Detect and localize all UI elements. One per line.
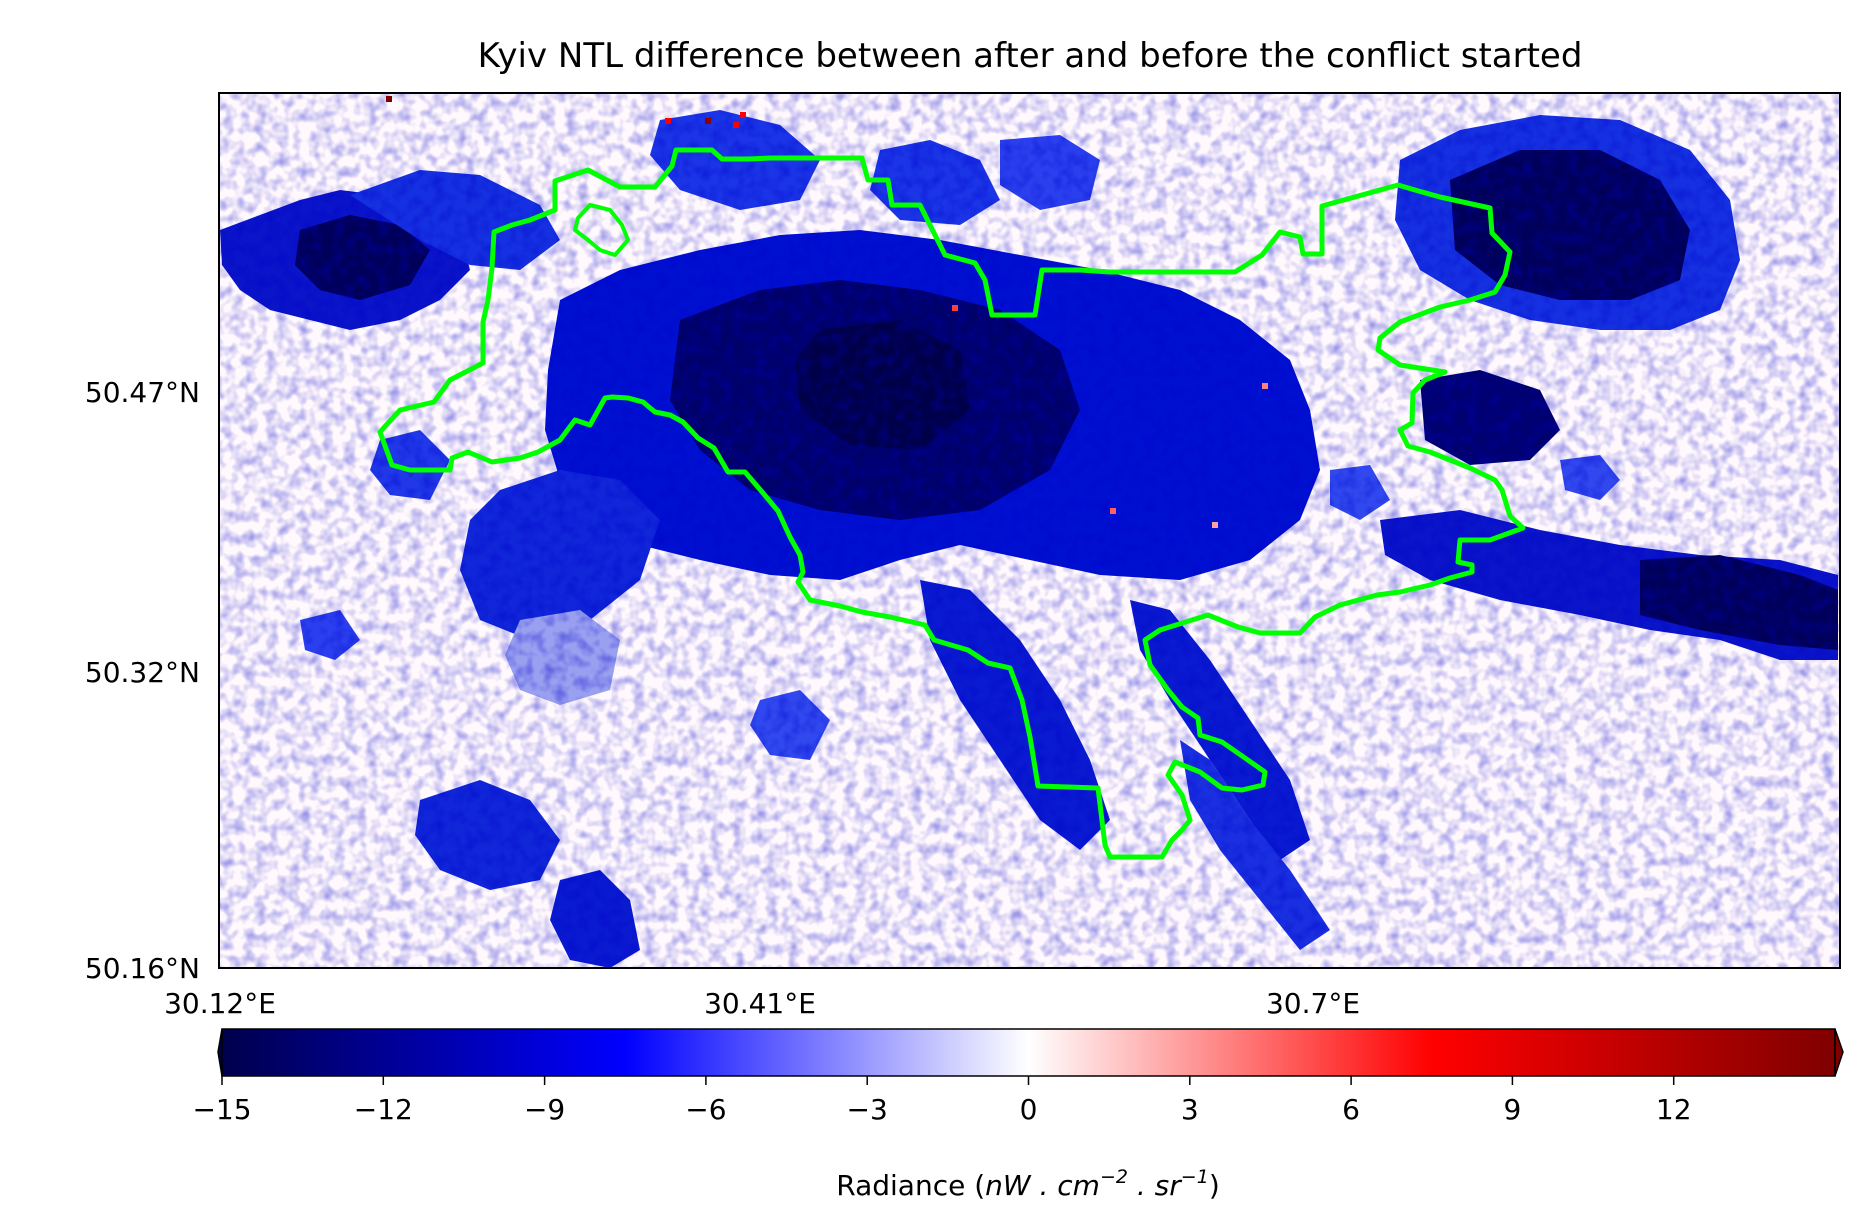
colorbar-tick-label: 9: [1503, 1093, 1521, 1126]
colorbar-gradient: [221, 1028, 1836, 1077]
colorbar-label-close: ): [1209, 1169, 1220, 1202]
city-boundary-loop: [573, 203, 630, 257]
city-boundary: [377, 147, 1526, 860]
colorbar-tick-label: 3: [1181, 1093, 1199, 1126]
colorbar-tick-label: −3: [847, 1093, 888, 1126]
colorbar-tick-label: −12: [354, 1093, 413, 1126]
colorbar: −15 −12 −9 −6 −3 0 3 6 9 12 Radiance (nW . cm−2 .…: [192, 1028, 1844, 1202]
colorbar-label-unit: nW . cm: [985, 1169, 1100, 1202]
lon-tick-label: 30.12°E: [164, 987, 276, 1020]
lon-tick-label: 30.7°E: [1266, 987, 1360, 1020]
colorbar-label-mid: . sr: [1128, 1169, 1182, 1202]
colorbar-tick-label: 6: [1342, 1093, 1360, 1126]
colorbar-ticks: −15 −12 −9 −6 −3 0 3 6 9 12: [192, 1076, 1692, 1126]
colorbar-label-text: Radiance (: [836, 1169, 985, 1202]
colorbar-tick-label: 0: [1020, 1093, 1038, 1126]
map-frame: [218, 92, 1841, 969]
colorbar-label-exp: −2: [1100, 1166, 1128, 1188]
lon-tick-label: 30.41°E: [704, 987, 816, 1020]
colorbar-label: Radiance (nW . cm−2 . sr−1): [836, 1166, 1220, 1202]
lat-tick-label: 50.32°N: [85, 656, 200, 689]
radiance-speckle: [219, 93, 1840, 968]
radiance-red-pixels: [386, 96, 1268, 528]
map-panel: [219, 93, 1840, 968]
colorbar-tick-label: 12: [1656, 1093, 1692, 1126]
colorbar-tick-label: −15: [192, 1093, 251, 1126]
colorbar-label-exp: −1: [1181, 1166, 1209, 1188]
colorbar-extend-right: [1834, 1028, 1844, 1077]
lat-tick-label: 50.47°N: [85, 376, 200, 409]
colorbar-tick-label: −9: [524, 1093, 565, 1126]
map-title: Kyiv NTL difference between after and be…: [478, 36, 1583, 76]
lat-tick-label: 50.16°N: [85, 952, 200, 985]
colorbar-tick-label: −6: [685, 1093, 726, 1126]
